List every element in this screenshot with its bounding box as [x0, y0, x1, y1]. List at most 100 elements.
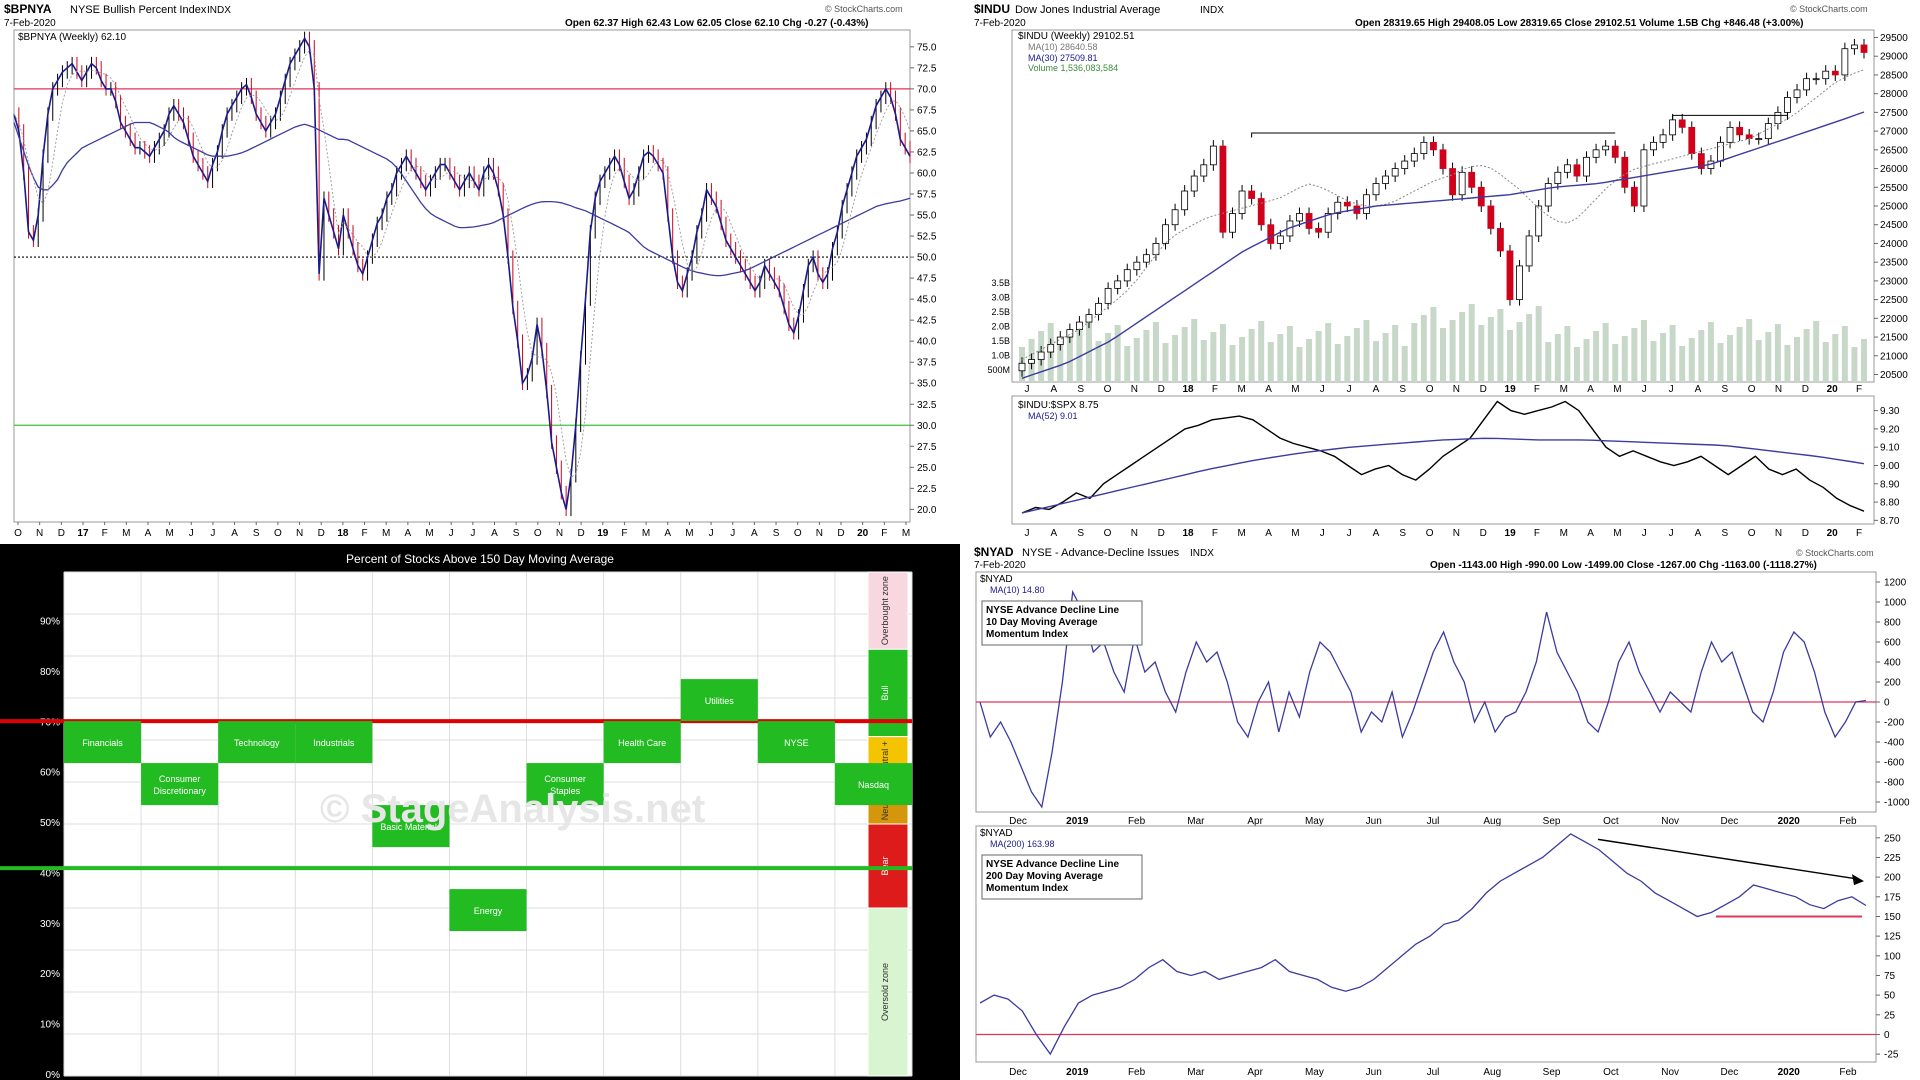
bpnya-y-tick-label: 52.5 — [917, 232, 937, 243]
indu-volume-bar — [1095, 341, 1102, 382]
ratio-x-tick-label: F — [1534, 528, 1540, 539]
sector-cell — [64, 721, 142, 764]
nyad200-y-tick-label: 200 — [1884, 873, 1901, 884]
nyad200-x-tick-label: Feb — [1128, 1067, 1146, 1078]
nyad10-y-tick-label: 200 — [1884, 678, 1901, 689]
bpnya-x-tick-label: N — [816, 528, 823, 539]
sector-label: Energy — [474, 906, 503, 916]
indu-volume-bar — [1640, 320, 1647, 382]
bpnya-x-tick-label: J — [730, 528, 735, 539]
indu-candle — [1764, 123, 1772, 139]
indu-volume-tick-label: 3.5B — [991, 278, 1010, 288]
indu-candle — [1276, 235, 1284, 244]
indu-candle — [1410, 153, 1418, 162]
nyad10-box-line3: Momentum Index — [986, 629, 1069, 640]
grid-y-label: 0% — [46, 1070, 61, 1080]
nyad-watermark: © StockCharts.com — [1796, 548, 1874, 558]
ratio-x-tick-label: 19 — [1505, 528, 1517, 539]
indu-candle — [1391, 168, 1399, 177]
indu-volume-bar — [1325, 323, 1332, 382]
nyad200-y-tick-label: -25 — [1884, 1050, 1899, 1061]
indu-volume-bar — [1363, 320, 1370, 382]
indu-volume-bar — [1545, 342, 1552, 382]
indu-volume-bar — [1401, 346, 1408, 382]
sector-cell — [757, 721, 835, 764]
indu-candle — [1621, 156, 1629, 188]
indu-x-tick-label: J — [1347, 384, 1352, 395]
indu-volume-bar — [1114, 325, 1121, 382]
bpnya-y-tick-label: 32.5 — [917, 400, 937, 411]
indu-volume-bar — [1841, 326, 1848, 382]
indu-candle — [1238, 190, 1246, 214]
indu-y-tick-label: 29500 — [1880, 33, 1908, 44]
nyad200-x-tick-label: 2020 — [1778, 1067, 1801, 1078]
indu-x-tick-label: 20 — [1827, 384, 1839, 395]
grid-y-label: 50% — [40, 818, 60, 829]
indu-candle — [1697, 153, 1705, 169]
nyad10-x-tick-label: 2019 — [1066, 816, 1089, 827]
nyad200-legend-ma: MA(200) 163.98 — [990, 839, 1055, 849]
ratio-x-tick-label: D — [1158, 528, 1165, 539]
bpnya-x-tick-label: S — [773, 528, 780, 539]
indu-quote: Open 28319.65 High 29408.05 Low 28319.65… — [1355, 18, 1803, 29]
sector-cell — [449, 889, 527, 932]
nyad10-y-tick-label: 1000 — [1884, 598, 1907, 609]
indu-x-tick-label: A — [1265, 384, 1272, 395]
bpnya-x-tick-label: O — [14, 528, 22, 539]
ratio-y-tick-label: 9.30 — [1880, 406, 1900, 417]
indu-candle — [1267, 224, 1275, 244]
nyad200-x-tick-label: Mar — [1187, 1067, 1205, 1078]
indu-y-tick-label: 28000 — [1880, 89, 1908, 100]
indu-volume-bar — [1459, 312, 1466, 382]
indu-volume-bar — [1124, 346, 1131, 382]
nyad200-series-line — [979, 833, 1867, 1056]
bpnya-x-tick-label: S — [253, 528, 260, 539]
nyad10-x-tick-label: 2020 — [1778, 816, 1801, 827]
indu-y-tick-label: 26500 — [1880, 145, 1908, 156]
indu-candle — [1717, 141, 1724, 162]
indu-candle — [1535, 205, 1543, 237]
bpnya-x-tick-label: A — [491, 528, 498, 539]
nyad200-x-tick-label: Jun — [1366, 1067, 1382, 1078]
indu-candle — [1640, 149, 1648, 207]
bpnya-y-tick-label: 20.0 — [917, 505, 937, 516]
ratio-x-tick-label: J — [1347, 528, 1352, 539]
indu-volume-bar — [1420, 315, 1427, 382]
indu-volume-bar — [1382, 333, 1389, 382]
indu-candle — [1516, 265, 1523, 301]
indu-candle — [1755, 138, 1763, 140]
ratio-x-tick-label: N — [1131, 528, 1138, 539]
nyad200-y-tick-label: 100 — [1884, 951, 1901, 962]
indu-candle — [1430, 141, 1437, 151]
bpnya-x-tick-label: A — [751, 528, 758, 539]
indu-volume-bar — [1076, 328, 1083, 382]
bpnya-x-tick-label: F — [102, 528, 108, 539]
ratio-x-tick-label: J — [1025, 528, 1030, 539]
indu-volume-bar — [1535, 306, 1542, 382]
nyad200-box-line3: Momentum Index — [986, 883, 1069, 894]
nyad200-x-tick-label: Aug — [1483, 1067, 1501, 1078]
indu-volume-bar — [1296, 347, 1303, 382]
sector-grid-panel: Percent of Stocks Above 150 Day Moving A… — [0, 544, 960, 1080]
ratio-x-tick-label: O — [1748, 528, 1756, 539]
indu-x-tick-label: D — [1480, 384, 1487, 395]
indu-candle — [1200, 164, 1208, 177]
sector-label: Discretionary — [153, 786, 206, 796]
indu-x-tick-label: J — [1642, 384, 1647, 395]
indu-candle — [1315, 228, 1323, 233]
grid-y-label: 60% — [40, 768, 60, 779]
bpnya-x-tick-label: J — [709, 528, 714, 539]
indu-volume-bar — [1765, 332, 1772, 382]
nyad200-y-tick-label: 50 — [1884, 991, 1896, 1002]
indu-y-tick-label: 23500 — [1880, 258, 1908, 269]
nyad10-plot: -1000 -800 -600 -400 -200 0 200 400 600 800 1000 12… — [976, 578, 1910, 827]
nyad200-box-line1: NYSE Advance Decline Line — [986, 859, 1119, 870]
nyad10-x-tick-label: Sep — [1543, 816, 1561, 827]
ratio-plot-frame — [1011, 395, 1875, 525]
nyad10-x-tick-label: Feb — [1128, 816, 1146, 827]
indu-volume-bar — [1794, 337, 1801, 382]
ratio-x-tick-label: 18 — [1182, 528, 1194, 539]
indu-volume-bar — [1344, 336, 1351, 382]
ratio-plot: 8.70 8.80 8.90 9.00 9.10 9.20 9.30 — [1021, 400, 1900, 527]
grid-y-label: 80% — [40, 667, 60, 678]
